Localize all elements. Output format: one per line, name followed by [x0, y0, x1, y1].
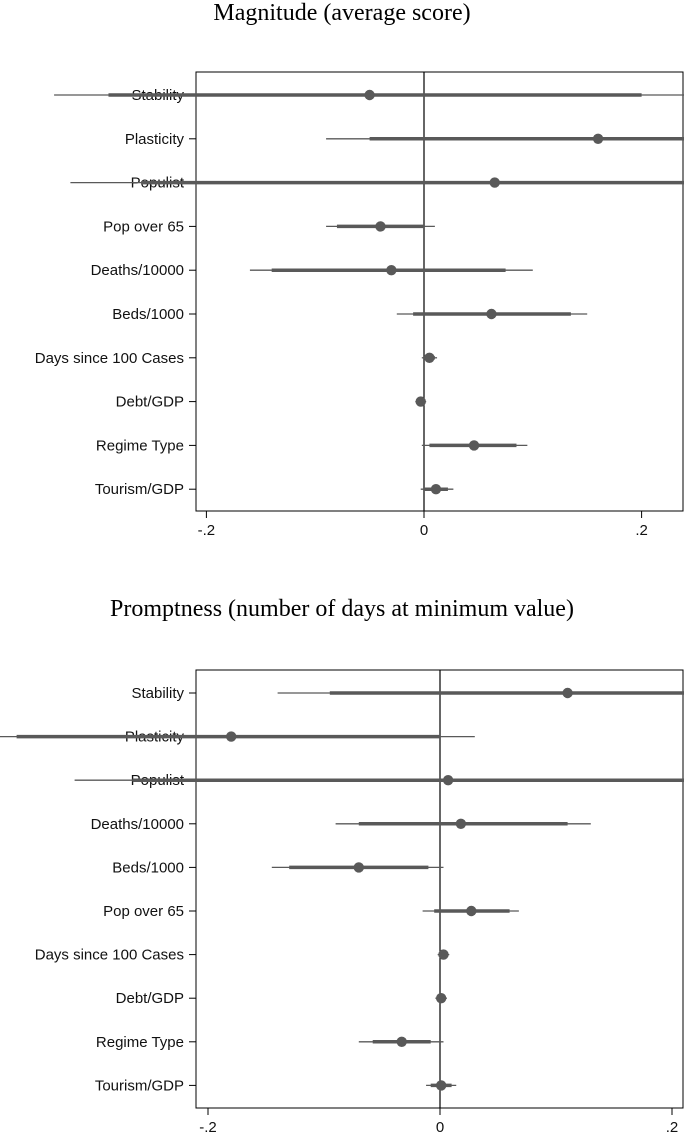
- y-tick-label: Debt/GDP: [116, 990, 184, 1007]
- point-estimate: [466, 905, 477, 917]
- point-estimate: [455, 818, 467, 829]
- chart-1-title: Magnitude (average score): [213, 0, 471, 26]
- chart-2-title: Promptness (number of days at minimum va…: [110, 596, 574, 622]
- y-tick-label: Tourism/GDP: [95, 1077, 184, 1094]
- x-tick-label: .2: [666, 1119, 679, 1135]
- point-estimate: [396, 1036, 407, 1048]
- x-tick-label: 0: [420, 522, 428, 539]
- point-estimate: [364, 89, 375, 101]
- y-tick-label: Deaths/10000: [91, 816, 184, 833]
- point-estimate: [486, 308, 497, 320]
- x-tick-label: 0: [436, 1119, 444, 1135]
- y-tick-label: Plasticity: [125, 131, 185, 148]
- point-estimate: [562, 687, 573, 699]
- chart-1-plot: -.4-.20.2.4StabilityPlasticityPopulistPo…: [35, 71, 684, 539]
- point-estimate: [468, 440, 480, 451]
- y-tick-label: Beds/1000: [112, 859, 184, 876]
- y-tick-label: Pop over 65: [103, 218, 184, 235]
- y-tick-label: Days since 100 Cases: [35, 350, 184, 367]
- point-estimate: [435, 993, 447, 1004]
- x-tick-label: -.2: [198, 522, 216, 539]
- point-estimate: [424, 352, 435, 363]
- point-estimate: [438, 949, 449, 960]
- point-estimate: [226, 731, 237, 742]
- point-estimate: [489, 177, 500, 188]
- chart-2-plot: -.4-.20.2.4StabilityPlasticityPopulistDe…: [0, 669, 684, 1135]
- y-tick-label: Pop over 65: [103, 903, 184, 920]
- point-estimate: [353, 862, 364, 873]
- x-tick-label: .2: [635, 522, 648, 539]
- point-estimate: [435, 1080, 447, 1091]
- y-tick-label: Tourism/GDP: [95, 481, 184, 498]
- y-tick-label: Days since 100 Cases: [35, 947, 184, 964]
- y-tick-label: Beds/1000: [112, 306, 184, 323]
- point-estimate: [375, 221, 386, 232]
- y-tick-label: Debt/GDP: [116, 394, 184, 411]
- point-estimate: [592, 133, 604, 144]
- y-tick-label: Stability: [131, 685, 184, 702]
- y-tick-label: Regime Type: [96, 437, 184, 454]
- y-tick-label: Deaths/10000: [91, 262, 184, 279]
- point-estimate: [442, 775, 454, 786]
- point-estimate: [415, 396, 426, 407]
- point-estimate: [386, 265, 397, 276]
- y-tick-label: Regime Type: [96, 1034, 184, 1051]
- point-estimate: [430, 484, 442, 495]
- plot-frame: [195, 71, 684, 512]
- x-tick-label: -.2: [199, 1119, 217, 1135]
